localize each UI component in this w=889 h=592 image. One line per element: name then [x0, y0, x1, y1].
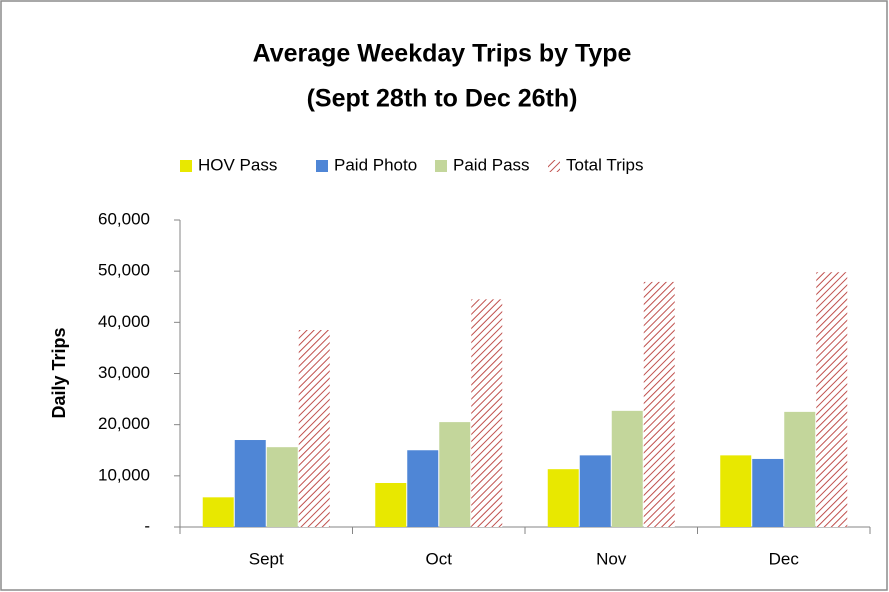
y-axis-label: Daily Trips — [49, 327, 69, 418]
bar — [643, 281, 675, 527]
chart-title: Average Weekday Trips by Type — [253, 40, 632, 68]
legend-label: HOV Pass — [198, 155, 277, 174]
bar — [375, 482, 407, 527]
bar — [611, 410, 643, 527]
bar — [266, 447, 298, 527]
bar — [234, 440, 266, 527]
bar — [407, 450, 439, 527]
legend-label: Total Trips — [566, 155, 643, 174]
y-tick-label: 20,000 — [98, 414, 150, 433]
chart-subtitle: (Sept 28th to Dec 26th) — [307, 85, 578, 113]
bar — [202, 497, 234, 527]
bar — [816, 272, 848, 527]
bar — [784, 411, 816, 527]
legend-label: Paid Photo — [334, 155, 417, 174]
bar — [471, 299, 503, 527]
legend-swatch — [435, 160, 447, 172]
bar — [547, 469, 579, 527]
legend-swatch — [180, 160, 192, 172]
bar — [720, 455, 752, 527]
x-tick-label: Oct — [426, 549, 453, 568]
y-tick-label: 50,000 — [98, 261, 150, 280]
x-tick-label: Nov — [596, 549, 627, 568]
y-tick-label: 10,000 — [98, 465, 150, 484]
y-tick-label: 40,000 — [98, 312, 150, 331]
bar — [579, 455, 611, 527]
bar — [752, 458, 784, 527]
bar — [298, 330, 330, 527]
y-tick-label: - — [144, 516, 150, 535]
legend-swatch — [316, 160, 328, 172]
x-tick-label: Sept — [249, 549, 284, 568]
bar — [439, 422, 471, 527]
x-tick-label: Dec — [769, 549, 800, 568]
y-tick-label: 30,000 — [98, 363, 150, 382]
legend-label: Paid Pass — [453, 155, 530, 174]
y-tick-label: 60,000 — [98, 209, 150, 228]
legend-swatch — [548, 160, 560, 172]
